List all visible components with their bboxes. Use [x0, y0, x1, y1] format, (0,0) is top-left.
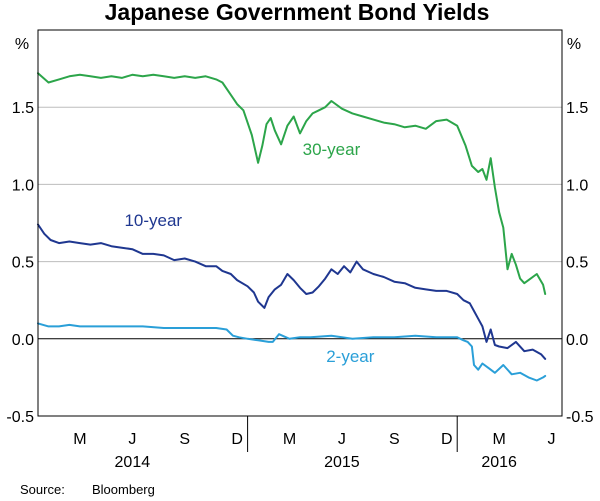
chart-title: Japanese Government Bond Yields: [105, 0, 490, 25]
series-label-2-year: 2-year: [326, 347, 375, 366]
series-line-30-year: [37, 72, 547, 295]
y-tick-label-right: -0.5: [566, 409, 594, 426]
x-month-label: J: [548, 431, 556, 448]
plot-frame: [37, 29, 563, 417]
y-tick-label-right: 0.5: [566, 255, 588, 272]
y-tick-label-right: 0.0: [566, 332, 588, 349]
right-unit-label: %: [567, 36, 581, 53]
x-year-label: 2016: [481, 454, 517, 471]
series-label-30-year: 30-year: [303, 140, 361, 159]
x-year-label: 2014: [115, 454, 151, 471]
x-month-label: M: [492, 431, 505, 448]
x-month-label: D: [231, 431, 243, 448]
source-label: Source:: [20, 482, 65, 497]
x-month-label: S: [179, 431, 190, 448]
y-tick-label-left: -0.5: [6, 409, 34, 426]
x-year-label: 2015: [324, 454, 360, 471]
x-month-label: M: [283, 431, 296, 448]
y-tick-label-left: 0.0: [12, 332, 34, 349]
source-text: Bloomberg: [92, 482, 155, 497]
series-labels: 30-year 10-year 2-year: [124, 140, 374, 366]
y-tick-label-right: 1.0: [566, 177, 588, 194]
x-month-label: D: [441, 431, 453, 448]
left-unit-label: %: [15, 36, 29, 53]
x-month-label: J: [128, 431, 136, 448]
y-tick-label-left: 0.5: [12, 255, 34, 272]
series-line-10-year: [37, 223, 547, 360]
axes: -0.5 -0.5 0.0 0.0 0.5 0.5 1.0 1.0 1.5 1.5 M J S D M J S D…: [6, 100, 593, 471]
x-month-label: S: [389, 431, 400, 448]
series-line-2-year: [37, 322, 547, 382]
x-month-label: J: [338, 431, 346, 448]
series-lines: [37, 72, 547, 382]
series-label-10-year: 10-year: [124, 211, 182, 230]
y-tick-label-right: 1.5: [566, 100, 588, 117]
y-tick-label-left: 1.0: [12, 177, 34, 194]
y-tick-label-left: 1.5: [12, 100, 34, 117]
gridlines: [38, 106, 562, 340]
x-month-label: M: [73, 431, 86, 448]
